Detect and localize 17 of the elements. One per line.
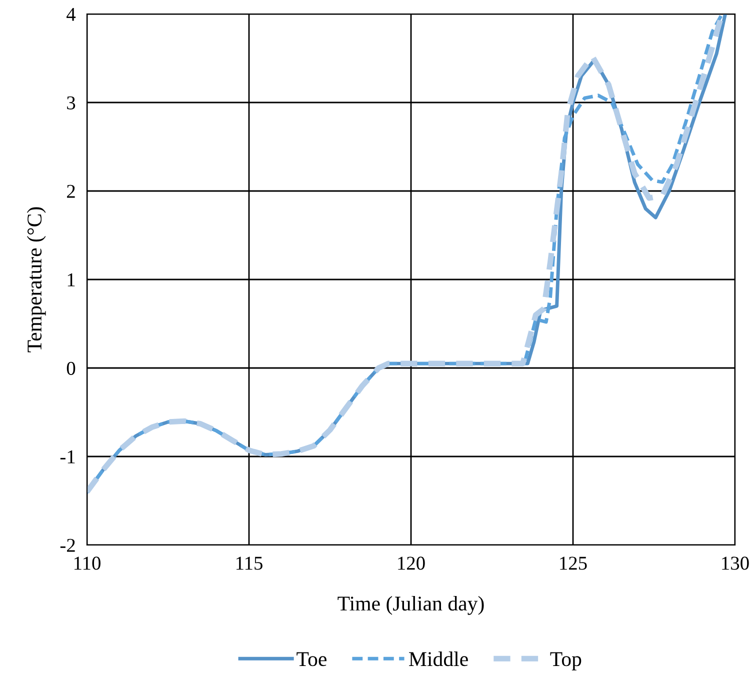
legend-label: Toe xyxy=(296,652,326,666)
y-tick-label: 0 xyxy=(66,362,76,375)
x-tick-label: 115 xyxy=(236,556,262,570)
x-tick-label: 130 xyxy=(722,556,749,570)
x-tick-label: 120 xyxy=(398,556,425,570)
x-tick-label: 110 xyxy=(74,556,100,570)
y-tick-label: 1 xyxy=(68,273,75,286)
x-axis-title: Time (Julian day) xyxy=(338,596,484,615)
legend-label: Top xyxy=(550,652,582,670)
y-tick-label: -2 xyxy=(60,538,75,552)
y-tick-label: 2 xyxy=(67,184,75,198)
y-tick-label: 4 xyxy=(66,8,76,21)
legend-label: Middle xyxy=(409,651,468,666)
y-axis-title: Temperature (°C) xyxy=(26,207,46,352)
y-tick-label: 3 xyxy=(67,96,76,110)
x-tick-label: 125 xyxy=(560,556,587,570)
y-tick-label: -1 xyxy=(60,450,75,464)
